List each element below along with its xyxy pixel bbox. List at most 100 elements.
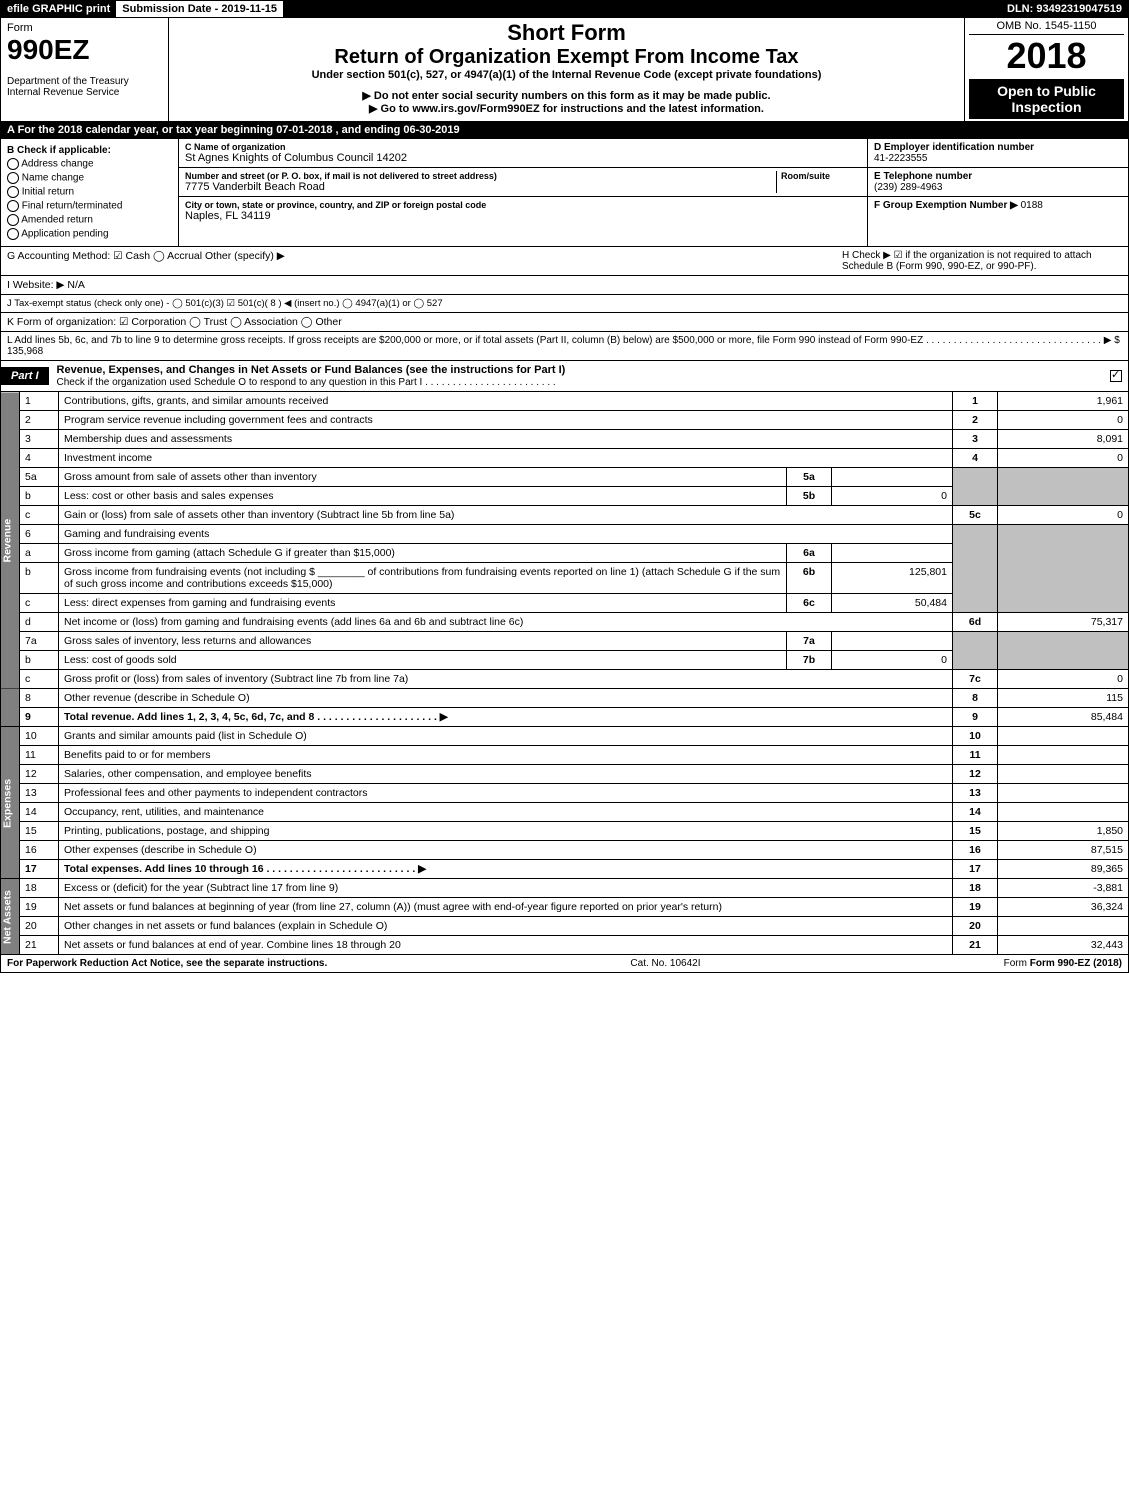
efile-print[interactable]: efile GRAPHIC print [1,1,116,17]
ein: 41-2223555 [874,153,1122,164]
footer-right: Form Form 990-EZ (2018) [1004,958,1122,969]
footer-left: For Paperwork Reduction Act Notice, see … [7,958,327,969]
revenue-side: Revenue [1,392,20,689]
expenses-side: Expenses [1,727,20,879]
box-l: L Add lines 5b, 6c, and 7b to line 9 to … [0,332,1129,361]
l10-amt [998,727,1129,746]
l3-box: 3 [953,430,998,449]
l6-text: Gaming and fundraising events [59,525,953,544]
l1-box: 1 [953,392,998,411]
l5c-box: 5c [953,506,998,525]
l13-box: 13 [953,784,998,803]
l6a-text: Gross income from gaming (attach Schedul… [59,544,787,563]
irs: Internal Revenue Service [7,87,162,98]
l15-box: 15 [953,822,998,841]
submission-date: Submission Date - 2019-11-15 [116,1,284,17]
check-amended[interactable]: Amended return [7,214,172,226]
netassets-side: Net Assets [1,879,20,955]
l15-text: Printing, publications, postage, and shi… [59,822,953,841]
check-address[interactable]: Address change [7,158,172,170]
l8-box: 8 [953,689,998,708]
l5b-subbox: 5b [787,487,832,506]
under-section: Under section 501(c), 527, or 4947(a)(1)… [175,69,958,81]
room-label: Room/suite [781,171,861,181]
box-g: G Accounting Method: ☑ Cash ◯ Accrual Ot… [7,250,842,272]
title-box: Short Form Return of Organization Exempt… [169,18,964,121]
check-pending[interactable]: Application pending [7,228,172,240]
l10-text: Grants and similar amounts paid (list in… [59,727,953,746]
form-number: 990EZ [7,34,162,66]
l16-num: 16 [20,841,59,860]
l17-num: 17 [20,860,59,879]
l6b-num: b [20,563,59,594]
footer: For Paperwork Reduction Act Notice, see … [0,955,1129,973]
l6c-subbox: 6c [787,594,832,613]
part1-checkbox[interactable] [1110,370,1128,382]
footer-center: Cat. No. 10642I [630,958,700,969]
l16-box: 16 [953,841,998,860]
l9-text: Total revenue. Add lines 1, 2, 3, 4, 5c,… [59,708,953,727]
rev-side-cont [1,689,20,727]
dept-treasury: Department of the Treasury [7,76,162,87]
l2-text: Program service revenue including govern… [59,411,953,430]
l6d-text: Net income or (loss) from gaming and fun… [59,613,953,632]
l7a-num: 7a [20,632,59,651]
box-b-label: B Check if applicable: [7,145,172,156]
dln: DLN: 93492319047519 [1001,1,1128,17]
l6-graybox [953,525,998,613]
l4-num: 4 [20,449,59,468]
l14-num: 14 [20,803,59,822]
l11-text: Benefits paid to or for members [59,746,953,765]
l9-num: 9 [20,708,59,727]
l5c-text: Gain or (loss) from sale of assets other… [59,506,953,525]
l9-amt: 85,484 [998,708,1129,727]
l6d-amt: 75,317 [998,613,1129,632]
l14-box: 14 [953,803,998,822]
top-bar: efile GRAPHIC print Submission Date - 20… [0,0,1129,18]
check-name[interactable]: Name change [7,172,172,184]
l1-amt: 1,961 [998,392,1129,411]
period-bar: A For the 2018 calendar year, or tax yea… [0,122,1129,139]
l21-num: 21 [20,936,59,955]
l6-grayamt [998,525,1129,613]
l18-num: 18 [20,879,59,898]
e-label: E Telephone number [874,171,1122,182]
gh-row: G Accounting Method: ☑ Cash ◯ Accrual Ot… [0,247,1129,276]
check-final[interactable]: Final return/terminated [7,200,172,212]
l5c-num: c [20,506,59,525]
open-public: Open to Public Inspection [969,79,1124,119]
l6b-text: Gross income from fundraising events (no… [59,563,787,594]
l5c-amt: 0 [998,506,1129,525]
l18-box: 18 [953,879,998,898]
l11-num: 11 [20,746,59,765]
return-title: Return of Organization Exempt From Incom… [175,46,958,69]
l7a-text: Gross sales of inventory, less returns a… [59,632,787,651]
l5b-num: b [20,487,59,506]
right-info: D Employer identification number 41-2223… [867,139,1128,246]
l6c-subamt: 50,484 [832,594,953,613]
l20-num: 20 [20,917,59,936]
l2-amt: 0 [998,411,1129,430]
goto-link[interactable]: ▶ Go to www.irs.gov/Form990EZ for instru… [175,102,958,115]
l6d-num: d [20,613,59,632]
addr-label: Number and street (or P. O. box, if mail… [185,171,776,181]
check-initial[interactable]: Initial return [7,186,172,198]
l7b-num: b [20,651,59,670]
l12-num: 12 [20,765,59,784]
l19-num: 19 [20,898,59,917]
l7b-subbox: 7b [787,651,832,670]
l18-text: Excess or (deficit) for the year (Subtra… [59,879,953,898]
l20-text: Other changes in net assets or fund bala… [59,917,953,936]
l8-num: 8 [20,689,59,708]
l13-num: 13 [20,784,59,803]
top-spacer [284,1,1001,17]
box-j: J Tax-exempt status (check only one) - ◯… [0,295,1129,313]
l14-amt [998,803,1129,822]
org-address: 7775 Vanderbilt Beach Road [185,181,776,193]
l15-num: 15 [20,822,59,841]
l4-text: Investment income [59,449,953,468]
part1-title: Revenue, Expenses, and Changes in Net As… [49,361,1110,391]
form-header: Form 990EZ Department of the Treasury In… [0,18,1129,122]
l19-amt: 36,324 [998,898,1129,917]
info-grid: B Check if applicable: Address change Na… [0,139,1129,247]
